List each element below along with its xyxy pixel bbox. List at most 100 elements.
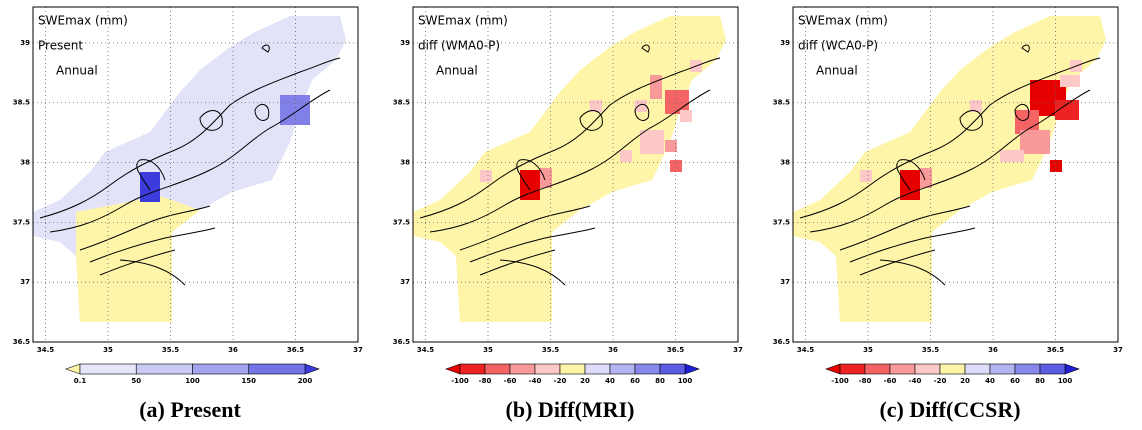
cell bbox=[520, 170, 540, 200]
colorbar-segment bbox=[559, 363, 586, 375]
x-tick-label: 34.5 bbox=[37, 346, 54, 354]
colorbar-end bbox=[1064, 363, 1080, 375]
colorbar-end bbox=[304, 363, 320, 375]
map-panel: 34.5 35 35.5 36 36.5 37 36.5 37 37.5 38 38.5 39 SWEm… bbox=[393, 6, 743, 422]
y-tick-label: 37.5 bbox=[773, 218, 790, 226]
cell bbox=[665, 140, 677, 152]
x-tick-label: 37 bbox=[733, 346, 743, 354]
season-label: Annual bbox=[56, 64, 98, 78]
colorbar-label: -80 bbox=[479, 377, 492, 385]
y-tick-label: 36.5 bbox=[773, 338, 790, 346]
x-tick-label: 36.5 bbox=[667, 346, 684, 354]
colorbar-segment bbox=[248, 363, 306, 375]
x-tick-label: 35.5 bbox=[542, 346, 559, 354]
season-label: Annual bbox=[436, 64, 478, 78]
colorbar-segment bbox=[484, 363, 511, 375]
colorbar-label: 100 bbox=[185, 377, 200, 385]
cell bbox=[635, 100, 647, 112]
y-tick-label: 36.5 bbox=[393, 338, 410, 346]
colorbar-segment bbox=[914, 363, 941, 375]
colorbar-segment bbox=[135, 363, 193, 375]
colorbar-label: 20 bbox=[580, 377, 590, 385]
y-tick-label: 37 bbox=[20, 278, 30, 286]
colorbar-segment bbox=[459, 363, 486, 375]
cell bbox=[920, 168, 932, 188]
cell bbox=[540, 168, 552, 188]
y-tick-label: 37.5 bbox=[13, 218, 30, 226]
y-tick-label: 37 bbox=[400, 278, 410, 286]
colorbar-segment bbox=[1039, 363, 1066, 375]
map-frame bbox=[32, 6, 359, 343]
map-subtitle: diff (WCA0-P) bbox=[798, 39, 878, 53]
colorbar-segment bbox=[634, 363, 661, 375]
colorbar-end bbox=[825, 363, 841, 375]
colorbar-segment bbox=[864, 363, 891, 375]
x-tick-label: 35.5 bbox=[922, 346, 939, 354]
panel-caption: (a) Present bbox=[139, 397, 241, 422]
y-tick-label: 36.5 bbox=[13, 338, 30, 346]
y-tick-label: 37.5 bbox=[393, 218, 410, 226]
colorbar-label: -40 bbox=[909, 377, 922, 385]
colorbar-label: 20 bbox=[960, 377, 970, 385]
colorbar-label: 50 bbox=[131, 377, 141, 385]
panels: 34.5 35 35.5 36 36.5 37 36.5 37 37.5 38 38.5 39 SWEm… bbox=[13, 6, 1123, 422]
map-panel: 34.5 35 35.5 36 36.5 37 36.5 37 37.5 38 38.5 39 SWEm… bbox=[773, 6, 1123, 422]
colorbar-segment bbox=[939, 363, 966, 375]
map-subtitle: diff (WMA0-P) bbox=[418, 39, 500, 53]
cell bbox=[640, 130, 664, 154]
x-tick-label: 36 bbox=[988, 346, 998, 354]
panel-caption: (c) Diff(CCSR) bbox=[879, 397, 1020, 422]
cell bbox=[140, 172, 160, 202]
colorbar-label: -100 bbox=[451, 377, 469, 385]
colorbar-label: -60 bbox=[504, 377, 517, 385]
colorbar-segment bbox=[584, 363, 611, 375]
colorbar-label: 60 bbox=[630, 377, 640, 385]
y-tick-label: 38.5 bbox=[393, 99, 410, 107]
cell bbox=[1055, 100, 1079, 120]
colorbar-label: 200 bbox=[298, 377, 313, 385]
colorbar-label: 100 bbox=[678, 377, 693, 385]
map-subtitle: Present bbox=[38, 39, 83, 53]
colorbar-segment bbox=[659, 363, 686, 375]
cell bbox=[670, 160, 682, 172]
cell bbox=[1060, 75, 1080, 87]
region-lower bbox=[76, 196, 200, 322]
cell bbox=[620, 150, 632, 162]
y-tick-label: 38 bbox=[780, 159, 790, 167]
cell bbox=[860, 170, 872, 182]
y-tick-label: 39 bbox=[780, 39, 790, 47]
y-tick-label: 38.5 bbox=[773, 99, 790, 107]
x-tick-label: 35 bbox=[483, 346, 493, 354]
x-tick-label: 35.5 bbox=[162, 346, 179, 354]
cell bbox=[680, 110, 692, 122]
colorbar-label: 40 bbox=[985, 377, 995, 385]
colorbar-label: 80 bbox=[1035, 377, 1045, 385]
colorbar-segment bbox=[889, 363, 916, 375]
map-frame bbox=[412, 6, 739, 343]
colorbar-end bbox=[445, 363, 461, 375]
map-panel: 34.5 35 35.5 36 36.5 37 36.5 37 37.5 38 38.5 39 SWEm… bbox=[13, 6, 363, 422]
colorbar-label: 80 bbox=[655, 377, 665, 385]
y-tick-label: 37 bbox=[780, 278, 790, 286]
colorbar-label: -100 bbox=[831, 377, 849, 385]
colorbar-segment bbox=[1014, 363, 1041, 375]
colorbar-segment bbox=[964, 363, 991, 375]
y-tick-label: 38.5 bbox=[13, 99, 30, 107]
season-label: Annual bbox=[816, 64, 858, 78]
colorbar-label: 100 bbox=[1058, 377, 1073, 385]
cell bbox=[900, 170, 920, 200]
cell bbox=[1050, 160, 1062, 172]
map-title: SWEmax (mm) bbox=[798, 14, 888, 28]
colorbar-label: -60 bbox=[884, 377, 897, 385]
colorbar-segment bbox=[609, 363, 636, 375]
x-tick-label: 36 bbox=[228, 346, 238, 354]
cell bbox=[480, 170, 492, 182]
y-tick-label: 39 bbox=[20, 39, 30, 47]
colorbar-segment bbox=[192, 363, 250, 375]
colorbar-segment bbox=[839, 363, 866, 375]
panel-caption: (b) Diff(MRI) bbox=[506, 397, 635, 422]
y-tick-label: 38 bbox=[20, 159, 30, 167]
y-tick-label: 38 bbox=[400, 159, 410, 167]
x-tick-label: 36 bbox=[608, 346, 618, 354]
